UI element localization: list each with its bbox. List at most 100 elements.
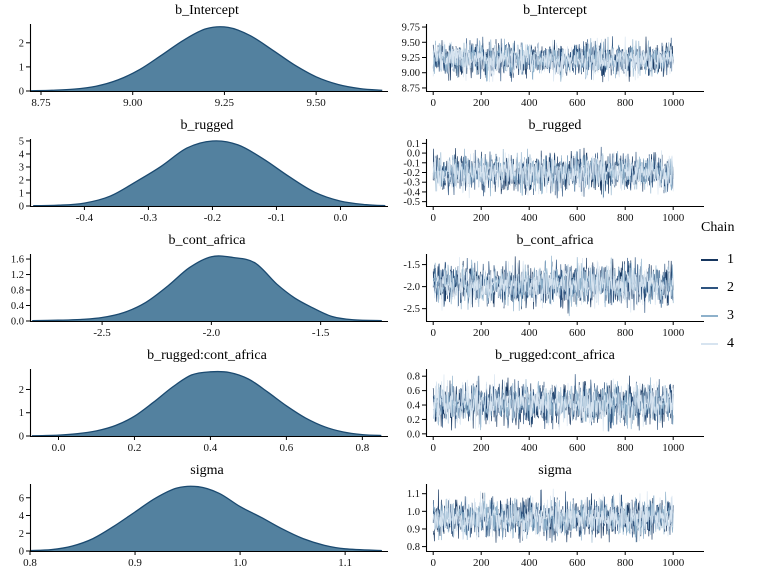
svg-text:6: 6 bbox=[19, 493, 24, 504]
panel-title-b-cont-africa-trace: b_cont_africa bbox=[516, 233, 594, 248]
svg-text:0: 0 bbox=[430, 557, 436, 569]
density-panel-b-cont-africa: b_cont_africa -2.5 -2.0 -1.5 0.0 0.4 0.8 1.2 1.… bbox=[0, 232, 390, 347]
trace-chart-b-rugged-cont-africa: 0 200 400 600 800 1000 0.8 0.6 0.4 0.2 0.0 bbox=[407, 369, 704, 454]
density-chart-b-cont-africa: -2.5 -2.0 -1.5 0.0 0.4 0.8 1.2 1.6 bbox=[11, 254, 388, 339]
svg-text:0.9: 0.9 bbox=[407, 524, 420, 535]
svg-text:4: 4 bbox=[19, 511, 25, 522]
svg-text:0: 0 bbox=[19, 87, 24, 98]
svg-text:0.0: 0.0 bbox=[334, 212, 348, 224]
svg-text:-2.0: -2.0 bbox=[203, 327, 221, 339]
svg-text:0: 0 bbox=[19, 547, 24, 558]
svg-text:-0.5: -0.5 bbox=[403, 197, 420, 208]
legend-item-chain-3: 3 bbox=[701, 302, 765, 330]
svg-text:200: 200 bbox=[473, 97, 490, 109]
svg-text:-0.4: -0.4 bbox=[403, 187, 420, 198]
svg-text:1: 1 bbox=[19, 62, 24, 73]
svg-text:400: 400 bbox=[521, 442, 538, 454]
trace-panel-b-rugged-cont-africa: b_rugged:cont_africa 0 200 400 600 800 1000 0.… bbox=[390, 347, 706, 462]
svg-text:1: 1 bbox=[19, 408, 24, 419]
svg-text:2: 2 bbox=[19, 38, 24, 49]
legend-item-chain-1: 1 bbox=[701, 246, 765, 274]
chain-1-line-swatch bbox=[701, 259, 718, 261]
density-chart-sigma: 0.8 0.9 1.0 1.1 0 2 4 6 bbox=[19, 484, 388, 569]
svg-text:0.4: 0.4 bbox=[11, 301, 25, 312]
trace-panel-sigma: sigma 0 200 400 600 800 1000 1.1 1.0 0.9 0.8 bbox=[390, 462, 706, 576]
svg-text:-0.3: -0.3 bbox=[403, 178, 420, 189]
svg-text:0.8: 0.8 bbox=[407, 372, 420, 383]
panel-title-b-intercept-density: b_Intercept bbox=[175, 3, 239, 18]
trace-panel-b-rugged: b_rugged 0 200 400 600 800 1000 0.1 0.0 -0.1 -0.2… bbox=[390, 117, 706, 232]
svg-text:800: 800 bbox=[617, 442, 634, 454]
svg-text:-1.5: -1.5 bbox=[403, 260, 420, 271]
trace-chart-b-cont-africa: 0 200 400 600 800 1000 -1.5 -2.0 -2.5 bbox=[403, 254, 704, 339]
svg-text:8.75: 8.75 bbox=[402, 83, 420, 94]
svg-text:600: 600 bbox=[569, 97, 586, 109]
svg-text:-0.2: -0.2 bbox=[403, 168, 420, 179]
svg-text:1.0: 1.0 bbox=[233, 557, 247, 569]
svg-text:800: 800 bbox=[617, 557, 634, 569]
legend-title: Chain bbox=[701, 220, 735, 235]
svg-text:400: 400 bbox=[521, 212, 538, 224]
chain-3-label: 3 bbox=[727, 308, 734, 323]
svg-text:0.0: 0.0 bbox=[52, 442, 66, 454]
svg-text:200: 200 bbox=[473, 557, 490, 569]
svg-text:0.8: 0.8 bbox=[355, 442, 369, 454]
density-panel-sigma: sigma 0.8 0.9 1.0 1.1 0 2 4 6 bbox=[0, 462, 390, 576]
svg-text:9.00: 9.00 bbox=[402, 68, 420, 79]
chain-3-line-swatch bbox=[701, 315, 718, 317]
svg-text:0.8: 0.8 bbox=[23, 557, 37, 569]
panel-title-sigma-density: sigma bbox=[190, 463, 224, 478]
svg-text:1000: 1000 bbox=[662, 442, 685, 454]
density-panel-b-rugged: b_rugged -0.4 -0.3 -0.2 -0.1 0.0 0 1 2 3 4 5 bbox=[0, 117, 390, 232]
svg-text:0.4: 0.4 bbox=[407, 401, 421, 412]
svg-text:400: 400 bbox=[521, 97, 538, 109]
panel-title-b-intercept-trace: b_Intercept bbox=[523, 3, 587, 18]
svg-text:0.9: 0.9 bbox=[128, 557, 142, 569]
svg-text:1.6: 1.6 bbox=[11, 255, 24, 266]
svg-text:2: 2 bbox=[19, 175, 24, 186]
svg-text:1.1: 1.1 bbox=[338, 557, 352, 569]
svg-text:600: 600 bbox=[569, 557, 586, 569]
svg-text:-0.4: -0.4 bbox=[76, 212, 94, 224]
svg-text:-0.1: -0.1 bbox=[403, 158, 420, 169]
svg-text:9.25: 9.25 bbox=[215, 97, 235, 109]
svg-text:-2.5: -2.5 bbox=[403, 304, 420, 315]
svg-text:5: 5 bbox=[19, 136, 24, 147]
svg-text:600: 600 bbox=[569, 442, 586, 454]
svg-text:1000: 1000 bbox=[662, 97, 685, 109]
legend-item-chain-4: 4 bbox=[701, 330, 765, 358]
svg-text:400: 400 bbox=[521, 327, 538, 339]
panel-title-b-rugged-cont-africa-density: b_rugged:cont_africa bbox=[147, 348, 267, 363]
svg-text:3: 3 bbox=[19, 162, 24, 173]
panel-title-b-rugged-trace: b_rugged bbox=[528, 118, 582, 133]
svg-text:0: 0 bbox=[430, 327, 436, 339]
svg-text:-0.1: -0.1 bbox=[268, 212, 285, 224]
svg-text:-0.2: -0.2 bbox=[204, 212, 221, 224]
chain-4-label: 4 bbox=[727, 336, 734, 351]
svg-text:0.0: 0.0 bbox=[407, 429, 420, 440]
svg-text:-0.3: -0.3 bbox=[140, 212, 158, 224]
svg-text:800: 800 bbox=[617, 212, 634, 224]
svg-text:-2.0: -2.0 bbox=[403, 282, 420, 293]
panel-title-sigma-trace: sigma bbox=[538, 463, 572, 478]
density-panel-b-intercept: b_Intercept 8.75 9.00 9.25 9.50 0 1 2 bbox=[0, 2, 390, 117]
trace-panel-b-intercept: b_Intercept 0 200 400 600 800 1000 8.75 9.00 9.2… bbox=[390, 2, 706, 117]
svg-text:1.1: 1.1 bbox=[407, 489, 420, 500]
chain-legend: Chain 1 2 3 4 bbox=[701, 220, 765, 358]
svg-text:0.6: 0.6 bbox=[407, 386, 420, 397]
svg-text:200: 200 bbox=[473, 442, 490, 454]
svg-text:0.0: 0.0 bbox=[407, 149, 420, 160]
chain-2-label: 2 bbox=[727, 280, 734, 295]
trace-panel-b-cont-africa: b_cont_africa 0 200 400 600 800 1000 -1.5 -2.0 -… bbox=[390, 232, 706, 347]
panel-title-b-cont-africa-density: b_cont_africa bbox=[168, 233, 246, 248]
svg-text:600: 600 bbox=[569, 212, 586, 224]
svg-text:9.50: 9.50 bbox=[402, 38, 420, 49]
trace-chart-b-intercept: 0 200 400 600 800 1000 8.75 9.00 9.25 9.50 9.75 bbox=[402, 23, 704, 109]
svg-text:0.1: 0.1 bbox=[407, 139, 420, 150]
svg-text:1: 1 bbox=[19, 188, 24, 199]
svg-text:9.75: 9.75 bbox=[402, 23, 420, 34]
chain-2-line-swatch bbox=[701, 287, 718, 289]
svg-text:0.8: 0.8 bbox=[11, 286, 24, 297]
